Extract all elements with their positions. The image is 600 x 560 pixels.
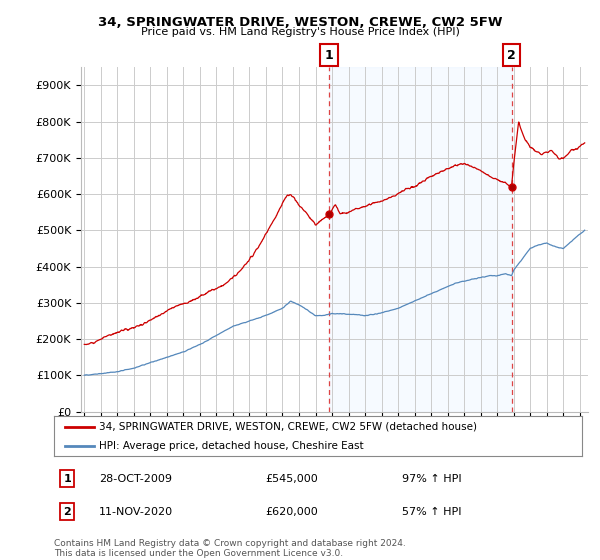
Bar: [329, 67, 512, 412]
Text: 1: 1: [64, 474, 71, 484]
Text: 2: 2: [507, 49, 516, 62]
Text: 97% ↑ HPI: 97% ↑ HPI: [403, 474, 462, 484]
Text: 28-OCT-2009: 28-OCT-2009: [99, 474, 172, 484]
Text: £620,000: £620,000: [265, 507, 318, 517]
Text: 2: 2: [64, 507, 71, 517]
Text: Price paid vs. HM Land Registry's House Price Index (HPI): Price paid vs. HM Land Registry's House …: [140, 27, 460, 37]
Text: 57% ↑ HPI: 57% ↑ HPI: [403, 507, 462, 517]
Text: 1: 1: [325, 49, 334, 62]
Text: 34, SPRINGWATER DRIVE, WESTON, CREWE, CW2 5FW (detached house): 34, SPRINGWATER DRIVE, WESTON, CREWE, CW…: [99, 422, 477, 432]
Text: HPI: Average price, detached house, Cheshire East: HPI: Average price, detached house, Ches…: [99, 441, 364, 451]
Text: £545,000: £545,000: [265, 474, 318, 484]
Text: 34, SPRINGWATER DRIVE, WESTON, CREWE, CW2 5FW: 34, SPRINGWATER DRIVE, WESTON, CREWE, CW…: [98, 16, 502, 29]
Text: Contains HM Land Registry data © Crown copyright and database right 2024.
This d: Contains HM Land Registry data © Crown c…: [54, 539, 406, 558]
Text: 11-NOV-2020: 11-NOV-2020: [99, 507, 173, 517]
